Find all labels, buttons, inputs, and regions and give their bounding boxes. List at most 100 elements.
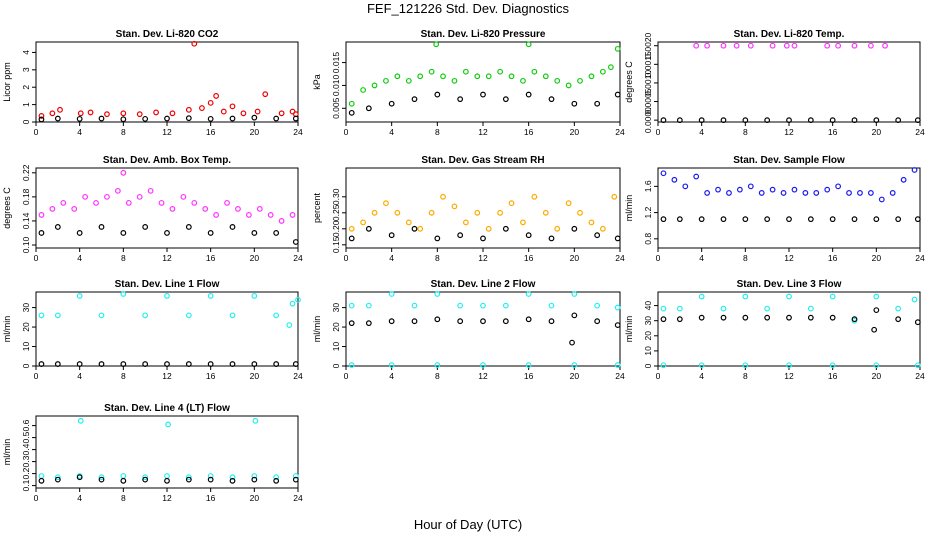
data-point-red xyxy=(254,108,261,115)
chart-title: Stan. Dev. Amb. Box Temp. xyxy=(103,155,231,166)
x-tick-label: 20 xyxy=(570,253,580,263)
y-tick-label: 0.10 xyxy=(21,236,31,253)
data-point-black xyxy=(185,361,192,367)
data-point-orange xyxy=(577,209,583,216)
data-point-black xyxy=(829,314,836,321)
x-tick-label: 4 xyxy=(699,371,704,381)
data-point-black xyxy=(365,105,372,112)
data-point-black xyxy=(851,316,858,323)
data-point-black xyxy=(164,361,170,367)
y-tick-label: 1 xyxy=(21,102,31,107)
data-point-black xyxy=(120,361,127,367)
data-point-cyan xyxy=(434,362,441,368)
data-point-green xyxy=(565,82,572,89)
y-tick-label: 4 xyxy=(21,50,31,55)
data-point-black xyxy=(411,96,418,103)
x-tick-label: 12 xyxy=(162,253,172,263)
data-point-black xyxy=(614,235,621,242)
chart-title: Stan. Dev. Line 1 Flow xyxy=(115,279,220,290)
y-axis-label: ml/min xyxy=(624,316,634,343)
data-point-cyan xyxy=(548,302,555,309)
x-tick-label: 12 xyxy=(784,127,794,137)
y-tick-label: 0.015 xyxy=(331,52,341,74)
data-point-cyan xyxy=(571,291,578,297)
panel-8: Stan. Dev. Line 2 Flow ml/min 0 4 8 12 16 20 24 0… xyxy=(312,279,625,381)
data-point-cyan xyxy=(98,474,105,481)
data-point-black xyxy=(120,477,127,484)
x-tick-label: 24 xyxy=(615,253,625,263)
data-point-cyan xyxy=(764,305,771,312)
data-point-black xyxy=(873,307,880,314)
x-tick-label: 8 xyxy=(121,493,126,503)
data-point-cyan xyxy=(229,474,236,481)
data-point-orange xyxy=(542,209,549,216)
y-axis-label: kPa xyxy=(312,74,322,90)
data-point-green xyxy=(462,68,469,75)
data-point-green xyxy=(607,64,614,71)
data-point-blue xyxy=(682,183,689,190)
data-point-red xyxy=(220,108,227,115)
data-point-black xyxy=(207,476,214,483)
data-point-cyan xyxy=(502,302,509,309)
data-point-magenta xyxy=(791,42,798,49)
plot-frame xyxy=(657,41,921,123)
data-point-blue xyxy=(835,183,842,190)
data-point-cyan xyxy=(77,417,84,424)
data-point-cyan xyxy=(38,312,45,319)
data-point-cyan xyxy=(480,302,486,309)
data-point-black xyxy=(38,230,45,236)
data-point-black xyxy=(660,216,667,223)
data-point-blue xyxy=(693,173,700,180)
data-point-orange xyxy=(394,209,401,216)
data-point-magenta xyxy=(783,42,790,49)
data-point-green xyxy=(348,100,355,107)
data-point-black xyxy=(434,235,441,242)
data-point-blue xyxy=(758,190,765,196)
data-point-black xyxy=(142,224,149,230)
y-tick-label: 0.3 xyxy=(21,455,31,467)
data-point-black xyxy=(98,224,105,230)
data-point-black xyxy=(142,476,149,483)
data-point-cyan xyxy=(698,293,705,300)
data-point-magenta xyxy=(733,42,740,49)
y-axis-label: degrees C xyxy=(624,61,634,103)
data-point-black xyxy=(660,117,667,124)
x-tick-label: 20 xyxy=(250,371,260,381)
y-tick-label: 40 xyxy=(643,301,653,311)
data-point-cyan xyxy=(365,302,372,309)
y-tick-label: 30 xyxy=(21,303,31,313)
data-point-black xyxy=(164,115,170,122)
data-point-black xyxy=(914,117,921,124)
panel-7: Stan. Dev. Line 1 Flow ml/min 0 4 8 12 16 20 24 0… xyxy=(2,279,303,381)
x-tick-label: 8 xyxy=(743,127,748,137)
x-tick-label: 0 xyxy=(656,253,661,263)
data-point-cyan xyxy=(873,293,880,300)
data-point-black xyxy=(207,230,214,236)
data-point-magenta xyxy=(125,199,132,206)
y-tick-label: 0.2 xyxy=(21,467,31,479)
data-point-black xyxy=(292,239,299,245)
data-point-black xyxy=(895,117,902,124)
y-tick-label: 0.1 xyxy=(21,479,31,491)
data-point-blue xyxy=(736,186,743,193)
y-axis-label: Licor ppm xyxy=(2,62,12,102)
data-point-red xyxy=(169,110,176,117)
data-point-black xyxy=(480,318,486,325)
data-point-black xyxy=(502,225,509,232)
data-point-green xyxy=(433,41,440,48)
panel-3: Stan. Dev. Li-820 Temp. degrees C 0 4 8 12 16 2… xyxy=(624,29,925,137)
data-point-red xyxy=(262,91,269,98)
data-point-magenta xyxy=(720,42,727,49)
data-point-black xyxy=(120,116,127,123)
data-point-cyan xyxy=(388,291,395,297)
y-tick-label: 0.14 xyxy=(21,212,31,229)
data-point-blue xyxy=(780,190,787,196)
data-point-cyan xyxy=(434,291,441,297)
data-point-cyan xyxy=(207,292,214,299)
data-point-black xyxy=(571,225,578,232)
y-tick-label: 0.0015 xyxy=(643,51,653,77)
x-tick-label: 8 xyxy=(121,371,126,381)
data-point-black xyxy=(594,100,601,107)
